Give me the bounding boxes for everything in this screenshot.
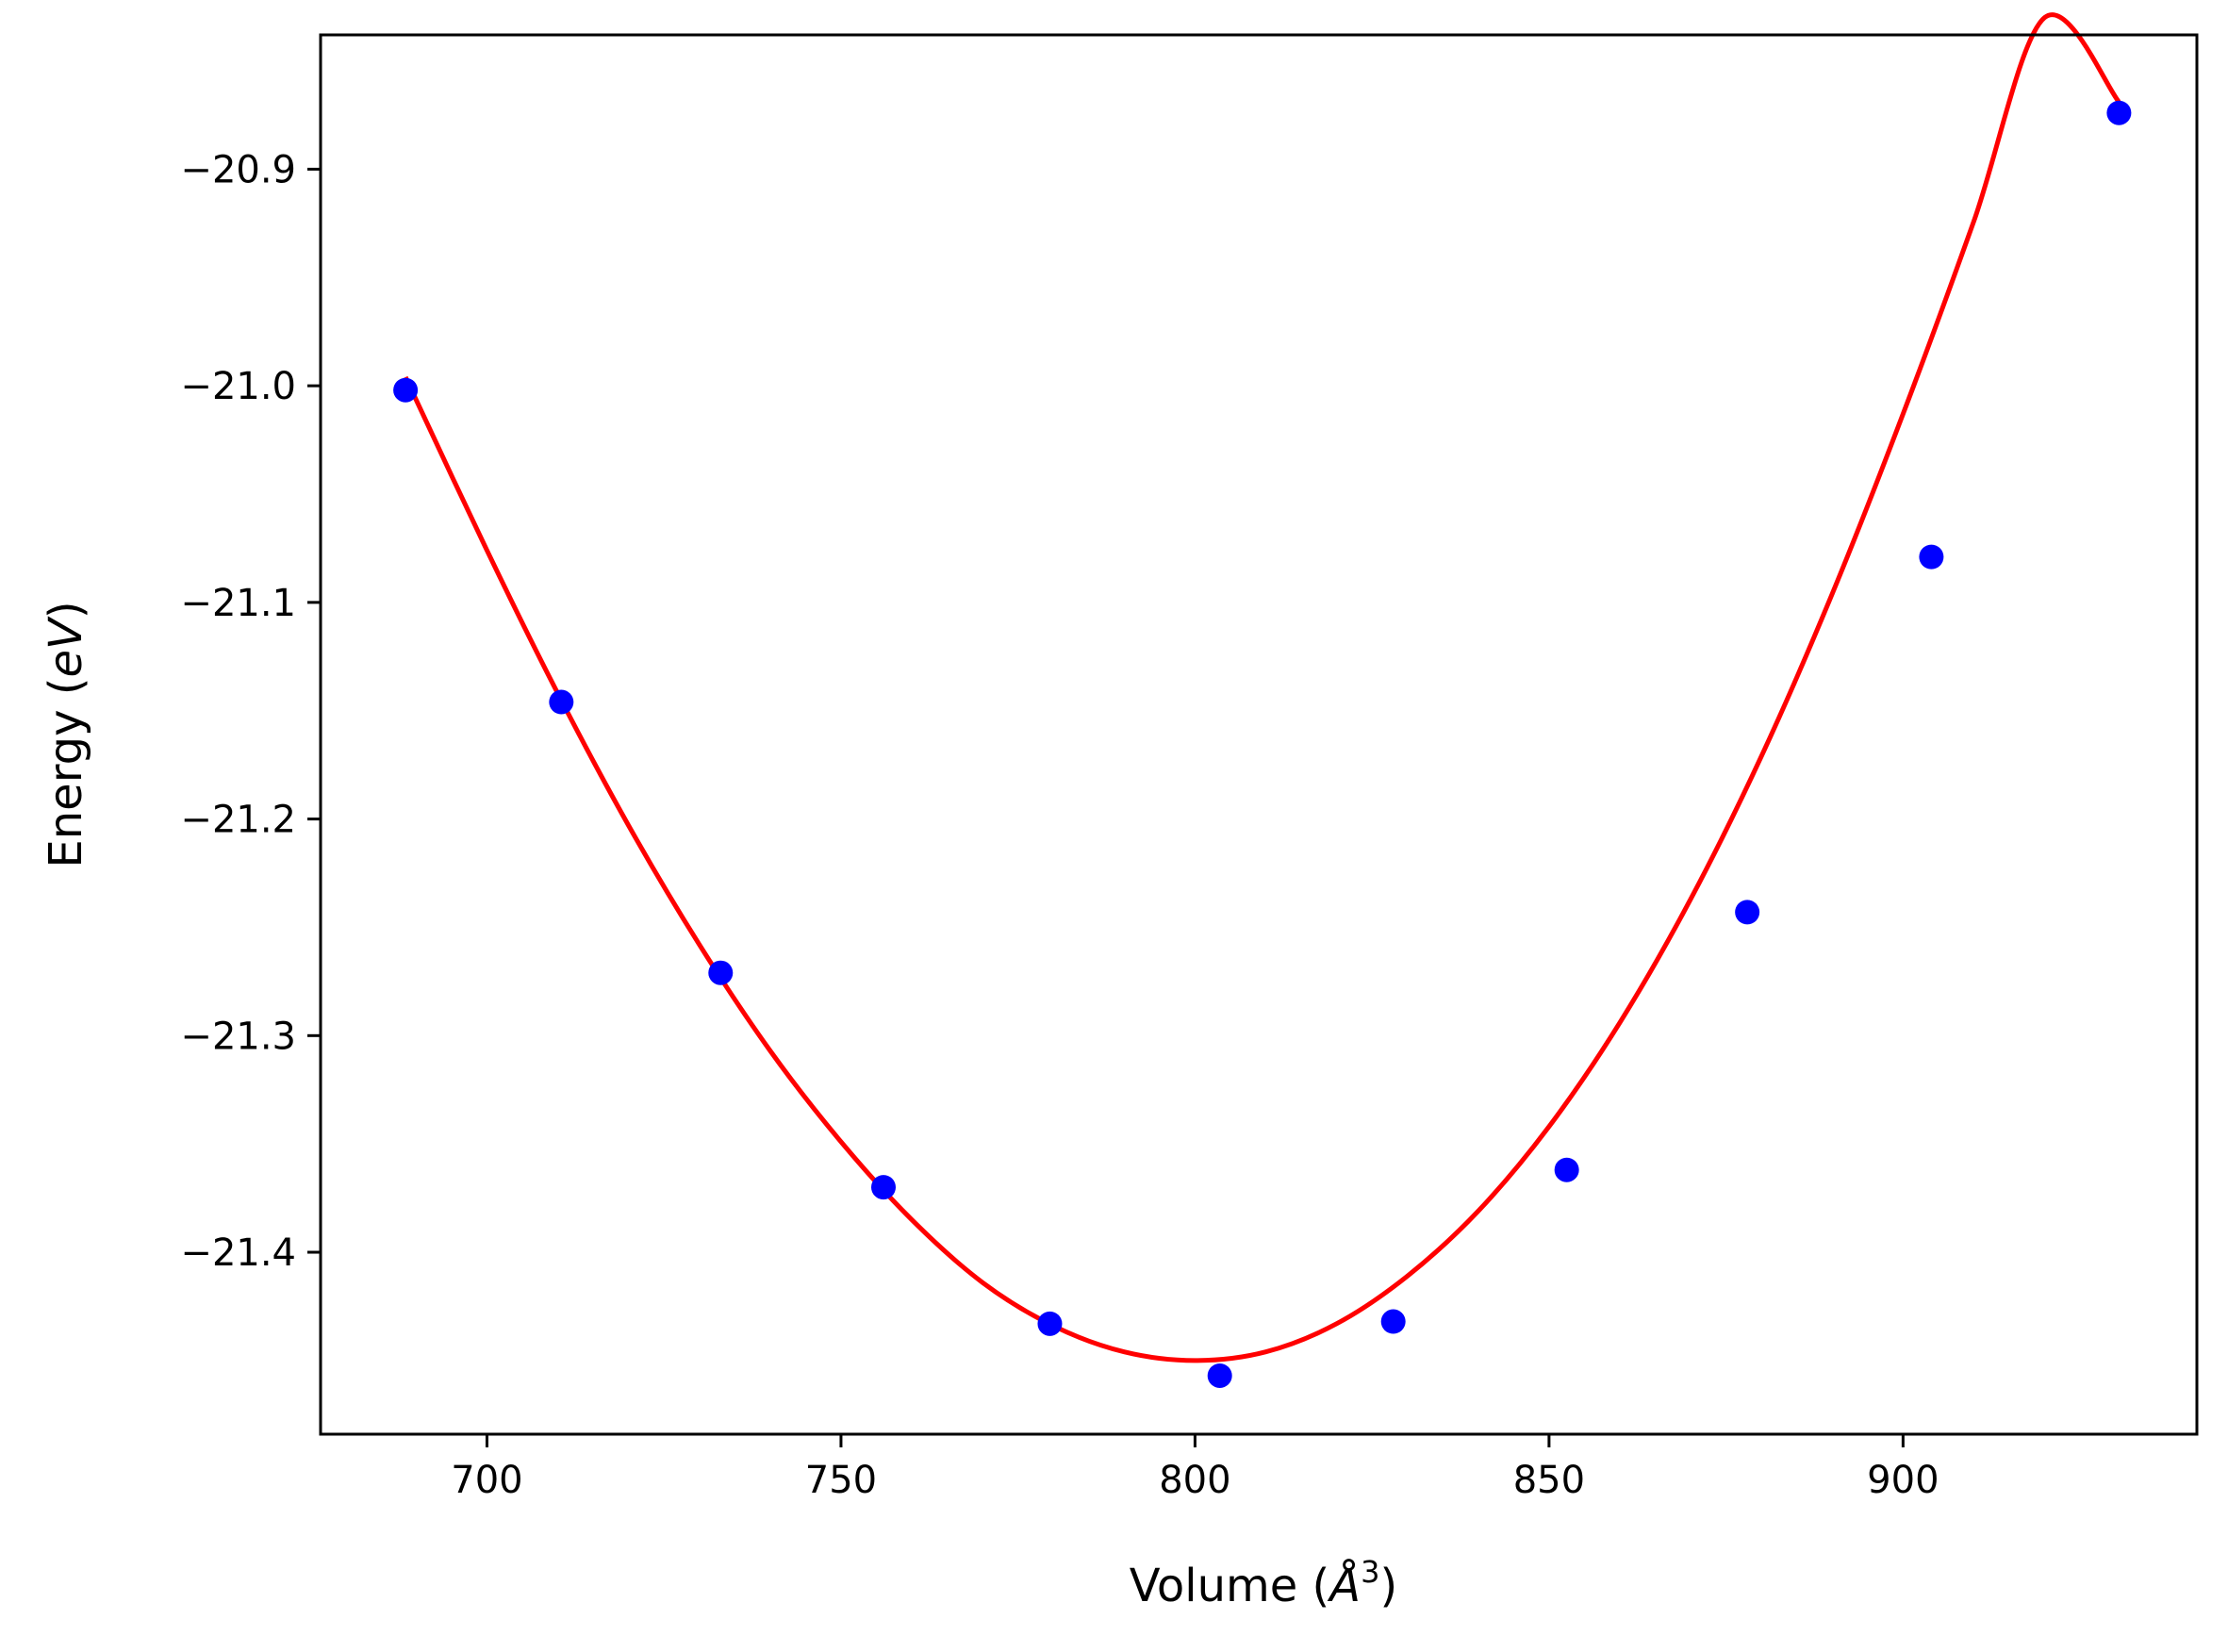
x-tick-label: 850 bbox=[1513, 1459, 1585, 1502]
x-tick-label: 700 bbox=[451, 1459, 522, 1502]
x-axis-label-superscript: 3 bbox=[1361, 1554, 1379, 1590]
data-point bbox=[393, 377, 419, 403]
y-tick-label: −21.0 bbox=[180, 365, 296, 408]
fit-curve-layer bbox=[403, 12, 2121, 1363]
y-tick-label: −21.2 bbox=[180, 799, 296, 842]
data-point bbox=[1207, 1363, 1232, 1388]
x-axis-label-symbol: Å bbox=[1327, 1559, 1361, 1612]
x-tick-label: 750 bbox=[805, 1459, 877, 1502]
data-points-layer bbox=[393, 100, 2132, 1388]
y-tick-label: −21.1 bbox=[180, 582, 296, 625]
plot-area-frame bbox=[319, 33, 2199, 1436]
x-axis-label: Volume (Å3) bbox=[1130, 1554, 1397, 1612]
x-tick-label: 800 bbox=[1159, 1459, 1230, 1502]
data-point bbox=[2106, 100, 2132, 125]
x-axis-ticks: 700 750 800 850 900 bbox=[451, 1434, 1939, 1502]
y-tick-label: −20.9 bbox=[180, 148, 296, 191]
data-point bbox=[1919, 544, 1944, 570]
data-point bbox=[1735, 900, 1760, 925]
y-axis-label: Energy (eV) bbox=[40, 601, 92, 867]
data-point bbox=[549, 689, 574, 715]
y-axis-label-symbol: eV bbox=[40, 616, 92, 678]
data-point bbox=[871, 1175, 896, 1200]
data-point bbox=[708, 960, 734, 985]
y-tick-label: −21.4 bbox=[180, 1231, 296, 1275]
data-point bbox=[1037, 1311, 1063, 1336]
y-axis-ticks: −20.9 −21.0 −21.1 −21.2 −21.3 −21.4 bbox=[180, 148, 321, 1275]
data-point bbox=[1554, 1157, 1579, 1182]
x-tick-label: 900 bbox=[1867, 1459, 1939, 1502]
data-point bbox=[1380, 1309, 1406, 1334]
fit-curve-line bbox=[403, 12, 2121, 1363]
y-tick-label: −21.3 bbox=[180, 1015, 296, 1058]
